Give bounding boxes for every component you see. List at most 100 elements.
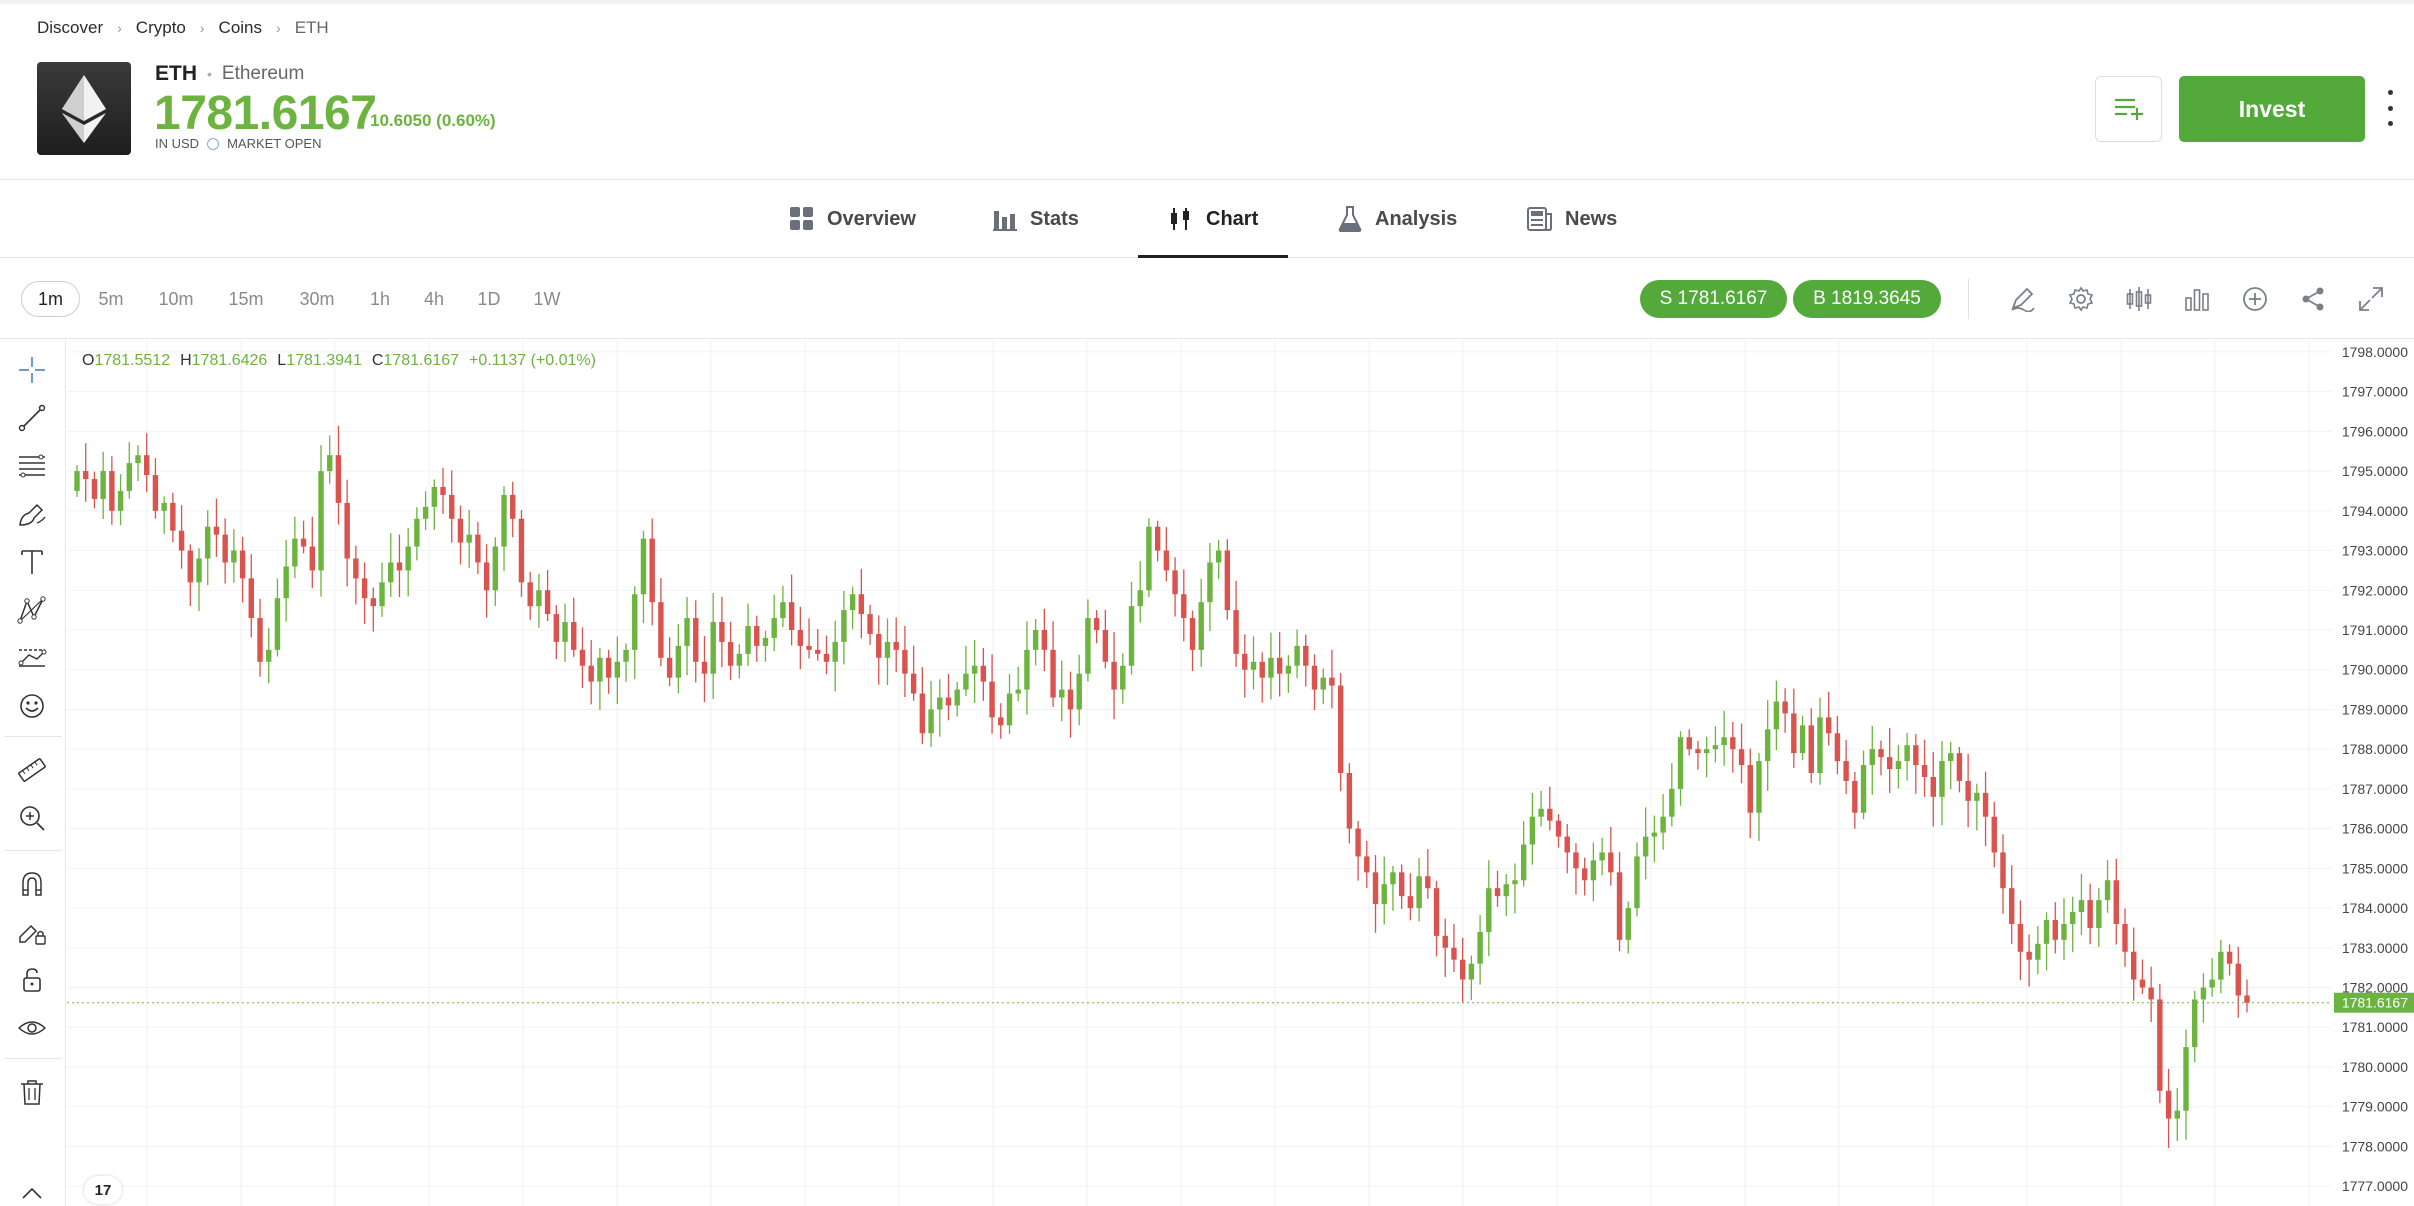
settings-icon[interactable] (2063, 281, 2099, 317)
candle-body (815, 649, 821, 654)
fullscreen-icon[interactable] (2353, 281, 2389, 317)
text-icon[interactable] (14, 544, 50, 580)
candle-body (1346, 773, 1353, 829)
candle-body (1494, 888, 1501, 897)
buy-button[interactable]: B 1819.3645 (1793, 280, 1941, 318)
candle-body (292, 538, 298, 567)
candle-body (1364, 856, 1370, 873)
y-tick-label: 1790.0000 (2342, 662, 2408, 678)
tab-news[interactable]: News (1527, 180, 1617, 258)
candle-body (1503, 884, 1509, 897)
fib-icon[interactable] (14, 448, 50, 484)
invest-button[interactable]: Invest (2179, 76, 2365, 142)
add-to-list-icon (2114, 98, 2143, 120)
trash-icon[interactable] (14, 1074, 50, 1110)
candle-body (632, 594, 638, 650)
asset-symbol: ETH (155, 62, 197, 85)
sell-button[interactable]: S 1781.6167 (1640, 280, 1787, 318)
timeframe-1d[interactable]: 1D (477, 288, 501, 309)
tab-overview[interactable]: Overview (789, 180, 916, 258)
add-to-watchlist-button[interactable] (2095, 76, 2162, 142)
y-tick-label: 1796.0000 (2342, 423, 2408, 439)
eye-icon[interactable] (14, 1010, 50, 1046)
candle-body (649, 538, 655, 603)
candle-body (902, 649, 908, 674)
toolbar-divider (1968, 279, 1969, 319)
tab-stats[interactable]: Stats (992, 180, 1079, 258)
candle-body (1913, 745, 1919, 766)
add-icon[interactable] (2237, 281, 2273, 317)
candle-body (2157, 999, 2163, 1091)
candle-body (518, 518, 525, 583)
timeframe-30m[interactable]: 30m (299, 288, 335, 309)
magnet-icon[interactable] (14, 866, 50, 902)
tab-chart[interactable]: Chart (1137, 180, 1289, 258)
timeframe-10m[interactable]: 10m (158, 288, 194, 309)
timeframe-5m[interactable]: 5m (98, 288, 124, 309)
candle-body (2148, 987, 2154, 1000)
timeframe-15m[interactable]: 15m (228, 288, 264, 309)
candle-body (2052, 919, 2058, 940)
trend-line-icon[interactable] (14, 400, 50, 436)
candle-body (623, 649, 629, 662)
brush-icon[interactable] (14, 496, 50, 532)
candlestick-chart[interactable]: 1798.0000 1797.0000 1796.0000 1795.0000 1794… (67, 340, 2414, 1206)
candle-body (989, 681, 995, 718)
grid-icon (789, 206, 815, 232)
candle-body (91, 479, 98, 499)
candle-body (1337, 685, 1344, 773)
candle-body (1956, 753, 1963, 781)
zoom-in-icon[interactable] (14, 800, 50, 836)
share-icon[interactable] (2295, 281, 2331, 317)
unlock-icon[interactable] (14, 962, 50, 998)
candle-body (876, 633, 882, 658)
timeframe-1h[interactable]: 1h (369, 288, 391, 309)
candle-body (1930, 776, 1936, 797)
breadcrumb-coins[interactable]: Coins (218, 18, 263, 37)
change-value: +0.1137 (+0.01%) (469, 352, 596, 369)
candle-body (1285, 665, 1292, 674)
price-chart[interactable]: 1798.0000 1797.0000 1796.0000 1795.0000 1794… (67, 340, 2414, 1206)
candle-body (1616, 872, 1623, 940)
lock-drawing-icon[interactable] (14, 914, 50, 950)
chevron-up-icon[interactable] (14, 1180, 50, 1206)
candle-body (710, 622, 716, 674)
more-vertical-icon[interactable] (2380, 90, 2400, 126)
breadcrumb-crypto[interactable]: Crypto (135, 18, 186, 37)
y-tick-label: 1780.0000 (2342, 1059, 2408, 1075)
pattern-icon[interactable] (14, 592, 50, 628)
candle-body (1459, 959, 1466, 980)
timeframe-1m[interactable]: 1m (21, 281, 80, 317)
timeframe-4h[interactable]: 4h (423, 288, 445, 309)
tradingview-logo[interactable]: 17 (84, 1176, 122, 1204)
candle-body (1067, 689, 1074, 710)
candle-body (727, 641, 734, 666)
y-tick-label: 1781.0000 (2342, 1019, 2408, 1035)
candle-body (1468, 963, 1475, 980)
candle-body (1407, 896, 1414, 909)
candle-body (806, 645, 812, 650)
candle-body (109, 471, 115, 511)
draw-icon[interactable] (2005, 281, 2041, 317)
crosshair-icon[interactable] (14, 352, 50, 388)
candle-body (754, 626, 760, 646)
candle-body (83, 471, 89, 480)
candle-body (1843, 761, 1849, 781)
candle-body (1276, 657, 1283, 674)
y-tick-label: 1779.0000 (2342, 1099, 2408, 1115)
close-value: 1781.6167 (383, 352, 460, 369)
candles-type-icon[interactable] (2121, 281, 2157, 317)
asset-header: Discover › Crypto › Coins › ETH ETH • Et… (0, 0, 2414, 180)
open-value: 1781.5512 (94, 352, 171, 369)
candle-body (797, 629, 804, 646)
emoji-icon[interactable] (14, 688, 50, 724)
breadcrumb-discover[interactable]: Discover (37, 18, 104, 37)
indicators-icon[interactable] (2179, 281, 2215, 317)
ruler-icon[interactable] (14, 752, 50, 788)
candle-body (74, 471, 80, 491)
candle-body (928, 709, 934, 734)
timeframe-1w[interactable]: 1W (533, 288, 561, 309)
prediction-icon[interactable] (14, 640, 50, 676)
candle-body (1869, 749, 1875, 766)
tab-analysis[interactable]: Analysis (1337, 180, 1457, 258)
